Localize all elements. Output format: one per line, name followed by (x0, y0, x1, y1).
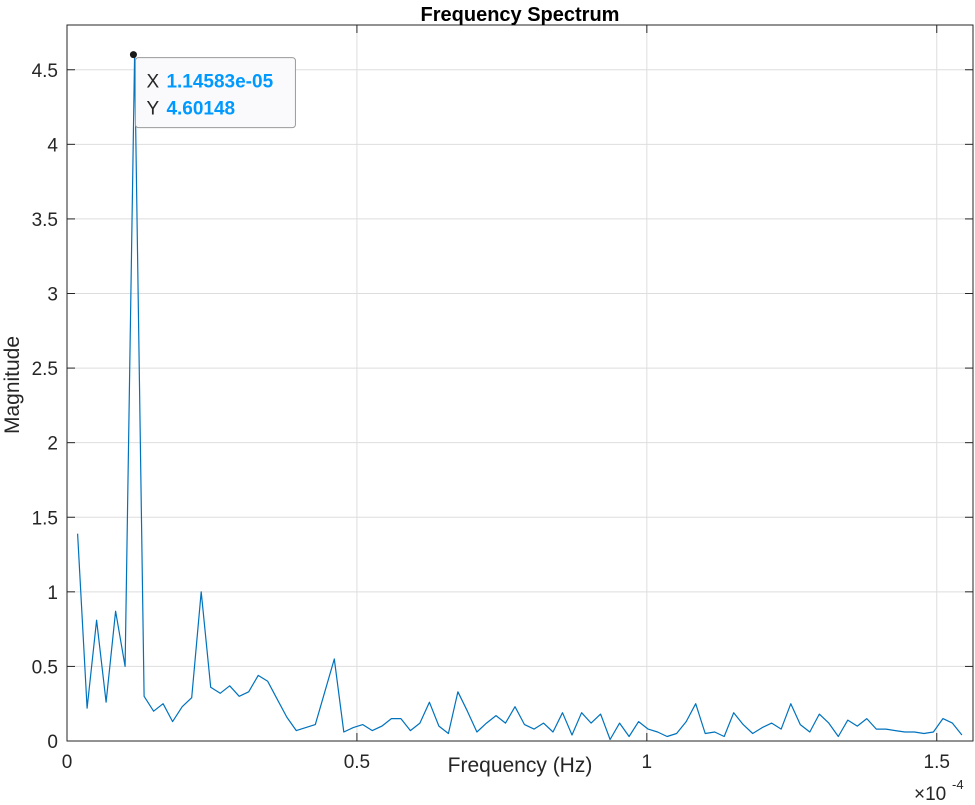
y-tick-label: 0.5 (32, 657, 58, 678)
axis-ticks (66, 25, 973, 742)
x-exponent-power: -4 (952, 777, 964, 792)
chart-title: Frequency Spectrum (421, 4, 620, 26)
spectrum-series-line (77, 54, 963, 741)
datatip[interactable]: X 1.14583e-05 Y 4.60148 (129, 51, 296, 129)
x-tick-labels: 0 0.5 1 1.5 (62, 752, 950, 773)
plot-area-frame (66, 24, 974, 742)
datatip-x-value: 1.14583e-05 (166, 72, 273, 93)
datatip-y-value: 4.60148 (166, 99, 235, 120)
y-tick-label: 2.5 (32, 359, 58, 380)
y-tick-label: 3 (47, 285, 58, 306)
y-tick-label: 4.5 (32, 61, 58, 82)
x-tick-label: 1.5 (924, 752, 950, 773)
y-tick-labels: 0 0.5 1 1.5 2 2.5 3 3.5 4 4.5 (32, 61, 59, 753)
x-tick-label: 1 (642, 752, 653, 773)
datatip-y-key: Y (146, 99, 159, 120)
datatip-x-key: X (146, 72, 159, 93)
y-tick-label: 1.5 (32, 508, 58, 529)
y-tick-label: 1 (47, 583, 58, 604)
x-tick-label: 0.5 (344, 752, 370, 773)
x-tick-label: 0 (62, 752, 73, 773)
x-exponent-label: ×10 (914, 784, 946, 805)
grid-lines (67, 25, 973, 741)
x-axis-label: Frequency (Hz) (448, 754, 593, 777)
datatip-marker (129, 51, 137, 59)
y-axis-label: Magnitude (1, 336, 24, 434)
y-tick-label: 4 (47, 135, 58, 156)
y-tick-label: 3.5 (32, 210, 58, 231)
datatip-box (134, 57, 296, 129)
y-tick-label: 2 (47, 434, 58, 455)
y-tick-label: 0 (47, 732, 58, 753)
